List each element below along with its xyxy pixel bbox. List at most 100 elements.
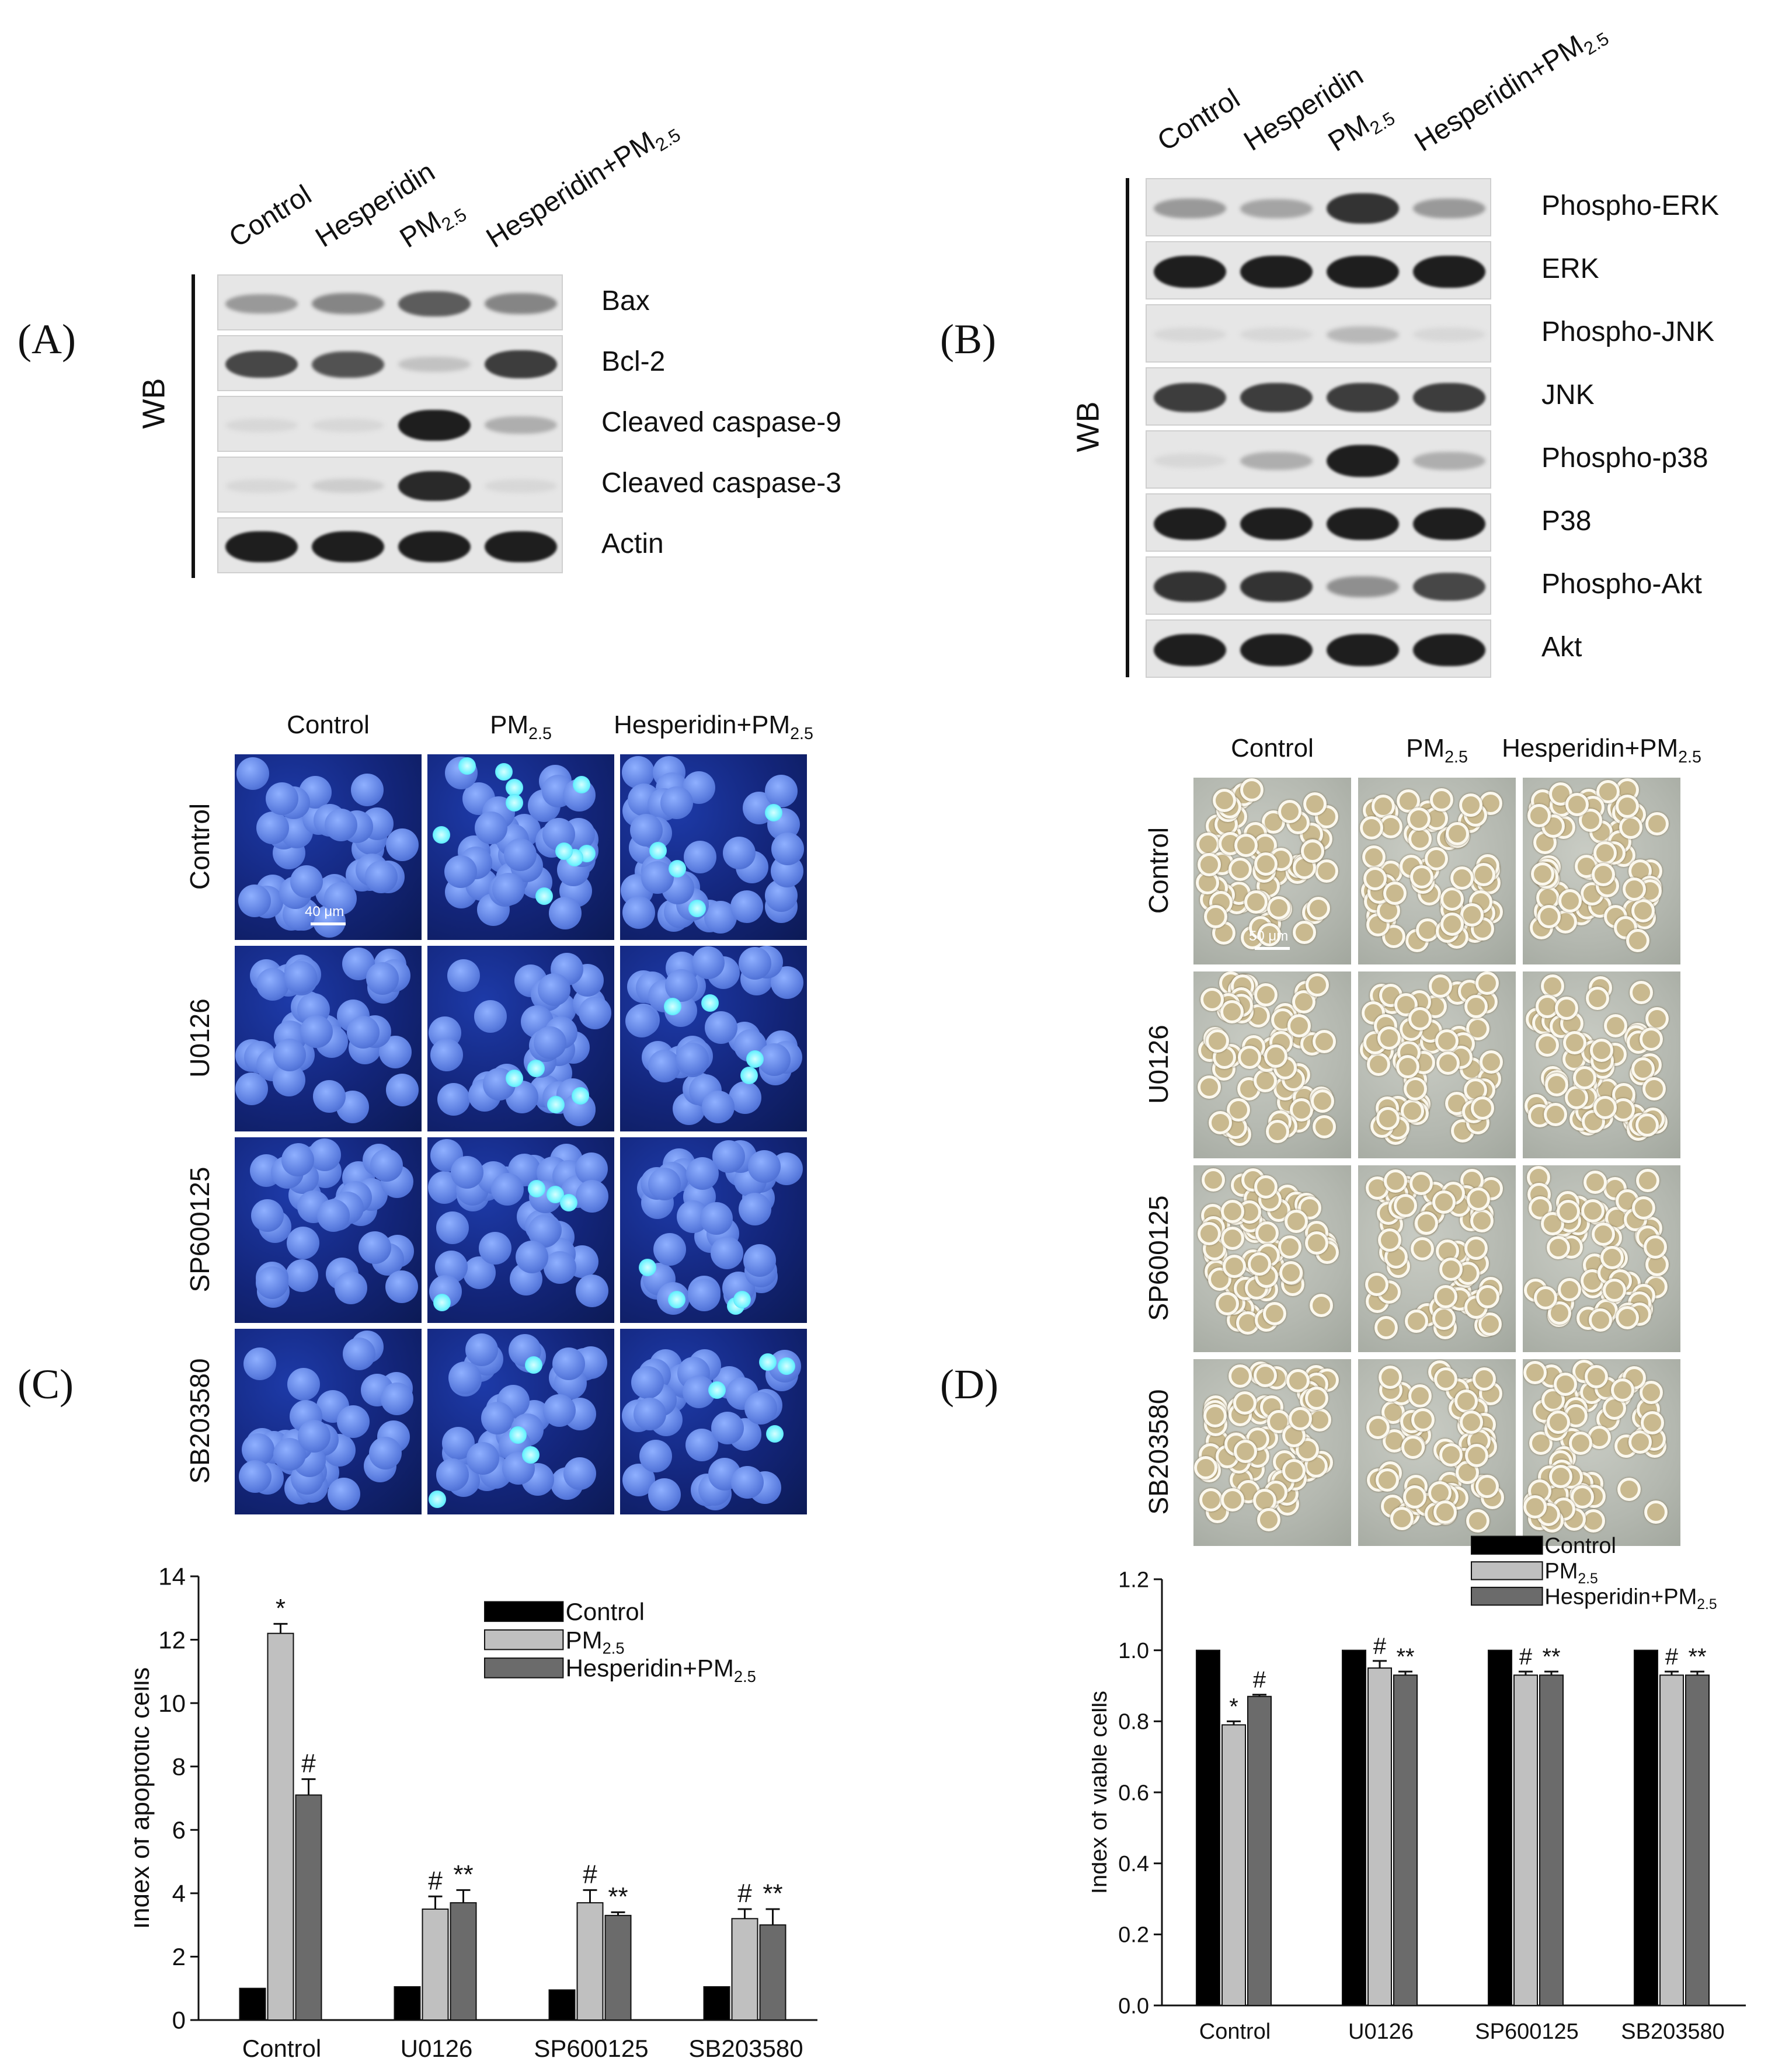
micrograph — [620, 1329, 807, 1514]
band — [1240, 255, 1313, 288]
nucleus — [351, 774, 384, 806]
micrograph — [1523, 971, 1680, 1158]
cell — [1549, 1465, 1572, 1488]
band — [1154, 572, 1226, 602]
legend-label-pm2-5: PM2.5 — [566, 1626, 625, 1657]
y-axis-label: Index of viable cells — [1092, 1691, 1112, 1894]
cell — [1475, 1475, 1499, 1498]
cell — [1558, 889, 1582, 913]
cell — [1464, 1237, 1488, 1260]
cell — [1641, 1411, 1664, 1434]
micrograph — [427, 754, 614, 940]
lane-label-hesperidin-pm2-5: Hesperidin+PM2.5 — [1409, 28, 1613, 158]
band — [1240, 199, 1313, 218]
micrograph — [1193, 1359, 1351, 1546]
row-label-akt: Akt — [1541, 632, 1582, 663]
apoptotic-nucleus — [555, 842, 573, 860]
significance-mark: ** — [1688, 1644, 1706, 1670]
apoptotic-nucleus — [506, 1070, 523, 1087]
apoptotic-nucleus — [509, 1426, 527, 1444]
nucleus — [287, 1368, 320, 1401]
cell — [1536, 1033, 1559, 1057]
band — [1413, 199, 1485, 218]
y-axis-label: Index of apoptotic cells — [134, 1667, 155, 1930]
cell — [1301, 840, 1324, 863]
nucleus — [534, 1026, 566, 1059]
cell — [1238, 1046, 1261, 1069]
band — [1413, 633, 1485, 666]
nucleus — [251, 1199, 284, 1232]
y-tick-label: 10 — [158, 1690, 186, 1717]
cell — [1376, 1107, 1400, 1130]
legend-label-hesperidin-pm2-5: Hesperidin+PM2.5 — [1544, 1585, 1717, 1612]
cell — [1466, 1017, 1489, 1040]
micrograph: 40 μm — [235, 754, 422, 940]
band — [1154, 507, 1226, 540]
cell — [1565, 793, 1589, 816]
y-tick-label: 8 — [172, 1753, 186, 1780]
cell — [1199, 1488, 1223, 1512]
apoptotic-nucleus — [664, 998, 681, 1015]
nucleus — [744, 1392, 777, 1425]
cell — [1432, 1190, 1456, 1214]
nucleus — [702, 1091, 735, 1123]
band — [312, 351, 384, 378]
cell — [1194, 1456, 1217, 1479]
band — [1154, 328, 1226, 342]
nucleus — [290, 865, 323, 898]
cell — [1200, 988, 1224, 1011]
nucleus — [313, 1080, 346, 1113]
nucleus — [544, 1251, 576, 1284]
apoptotic-nucleus — [458, 757, 476, 775]
scale-bar — [311, 922, 346, 925]
cell — [1600, 1246, 1624, 1269]
nucleus — [576, 1180, 608, 1213]
cell — [1557, 1200, 1580, 1223]
nucleus — [739, 1193, 771, 1225]
legend-label-control: Control — [1544, 1534, 1616, 1558]
nucleus — [324, 882, 357, 915]
cell — [1523, 1361, 1547, 1384]
column-label-hesperidin-pm2-5: Hesperidin+PM2.5 — [614, 711, 813, 743]
cell — [1266, 1120, 1289, 1143]
cell — [1541, 974, 1564, 998]
bar-control — [1196, 1649, 1220, 2006]
apoptotic-nucleus — [547, 1096, 565, 1113]
panel-c-label: (C) — [18, 1361, 74, 1408]
blot-row-phospho-erk — [1146, 178, 1491, 236]
scale-bar-label: 40 μm — [305, 904, 344, 920]
column-label-pm2-5: PM2.5 — [1406, 734, 1468, 767]
nucleus — [563, 1457, 596, 1490]
cell — [1523, 1495, 1547, 1519]
cell — [1234, 834, 1258, 857]
micrograph — [235, 1137, 422, 1323]
cell — [1248, 1252, 1271, 1276]
cell — [1544, 1103, 1567, 1126]
cell — [1223, 1255, 1246, 1278]
cell — [1604, 1014, 1627, 1037]
cell — [1255, 1221, 1279, 1245]
cell — [1558, 1278, 1581, 1301]
cell — [1198, 1222, 1221, 1245]
cell — [1254, 1175, 1278, 1199]
nucleus — [765, 775, 798, 807]
cell — [1529, 1196, 1552, 1220]
blot-row-akt — [1146, 619, 1491, 678]
cell — [1310, 1294, 1333, 1317]
cell — [1401, 1436, 1425, 1459]
cell — [1631, 899, 1655, 922]
row-label-bax: Bax — [601, 285, 650, 316]
cell — [1435, 1029, 1459, 1053]
band — [225, 531, 298, 562]
cell — [1476, 1285, 1499, 1308]
nucleus — [370, 1149, 403, 1182]
cell — [1390, 1507, 1414, 1530]
cell — [1569, 1432, 1592, 1455]
cell — [1204, 905, 1227, 928]
wb-label-a: WB — [136, 378, 172, 429]
band — [1240, 451, 1313, 470]
cell — [1415, 1211, 1438, 1235]
cell — [1467, 1188, 1490, 1211]
bar-hesperidin-pm2-5 — [295, 1794, 322, 2021]
nucleus — [365, 861, 398, 893]
